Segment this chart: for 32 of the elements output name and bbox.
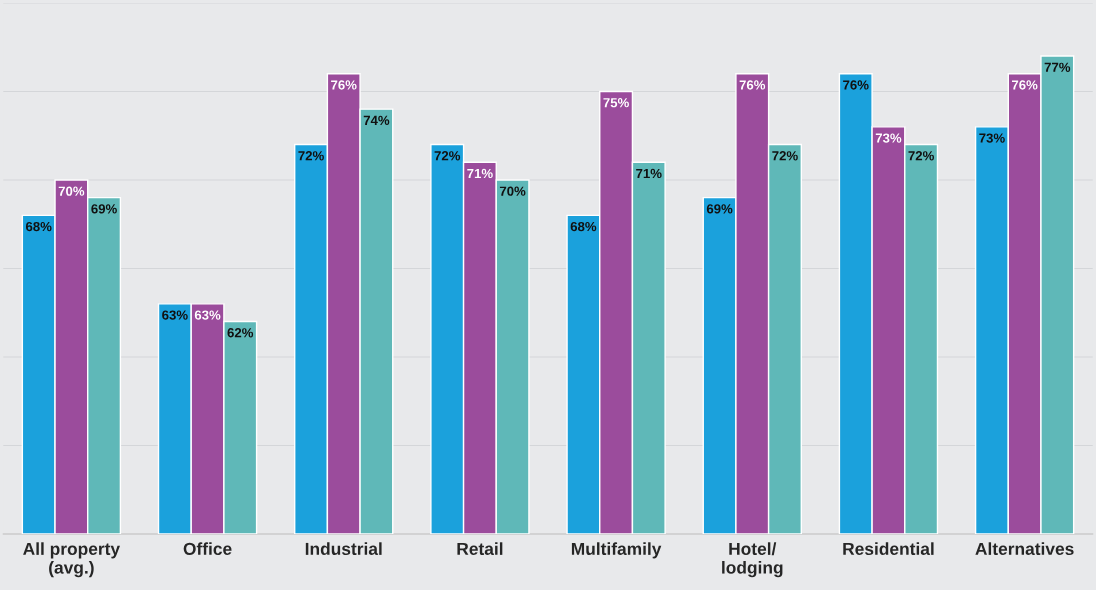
data-label: 72% bbox=[434, 151, 461, 161]
data-label: 73% bbox=[979, 133, 1005, 143]
x-tick-label: Hotel/ lodging bbox=[722, 542, 783, 578]
x-tick-label: Multifamily bbox=[571, 542, 662, 559]
data-label: 76% bbox=[331, 80, 357, 90]
data-label: 76% bbox=[1011, 80, 1038, 90]
data-label: 76% bbox=[843, 80, 869, 90]
data-label: 71% bbox=[636, 168, 662, 179]
data-label: 71% bbox=[467, 168, 493, 179]
data-label: 69% bbox=[91, 204, 117, 214]
data-label: 77% bbox=[1044, 62, 1071, 72]
x-tick-label: Industrial bbox=[305, 542, 382, 556]
x-tick-label: Alternatives bbox=[975, 542, 1074, 556]
data-label: 72% bbox=[298, 151, 324, 161]
data-label: 72% bbox=[908, 151, 934, 161]
data-label: 63% bbox=[162, 310, 188, 320]
x-tick-label: Retail bbox=[457, 542, 503, 556]
data-label: 70% bbox=[58, 186, 85, 196]
x-tick-label: Residential bbox=[843, 542, 934, 556]
data-label: 73% bbox=[875, 133, 902, 143]
data-label: 69% bbox=[706, 204, 733, 214]
data-label: 62% bbox=[227, 328, 254, 338]
data-label: 68% bbox=[25, 221, 52, 232]
data-label: 74% bbox=[363, 115, 390, 126]
data-label: 72% bbox=[772, 151, 798, 161]
x-tick-label: All property (avg.) bbox=[23, 542, 120, 578]
data-label: 63% bbox=[194, 310, 221, 320]
data-label: 68% bbox=[570, 221, 597, 232]
data-label: 70% bbox=[499, 186, 526, 196]
x-tick-label: Office bbox=[183, 542, 232, 556]
data-label: 76% bbox=[739, 80, 766, 90]
data-label: 75% bbox=[603, 98, 629, 108]
